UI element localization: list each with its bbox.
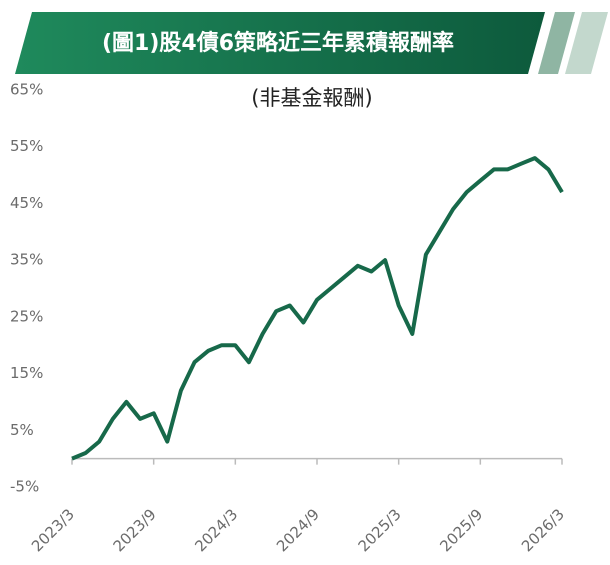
x-tick-label: 2025/9 [436,505,486,555]
y-tick-label: 25% [10,307,43,325]
x-tick-label: 2023/3 [28,505,78,555]
y-tick-label: 45% [10,194,43,212]
banner-stripe [565,12,608,74]
y-tick-label: 15% [10,364,43,382]
x-tick-label: 2025/3 [355,505,405,555]
x-tick-label: 2024/3 [191,505,241,555]
data-line [71,156,564,461]
y-tick-label: 5% [10,421,34,439]
chart-subtitle: (非基金報酬) [251,86,372,110]
x-tick-label: 2024/9 [273,505,323,555]
y-tick-label: -5% [10,478,39,496]
y-tick-label: 55% [10,137,43,155]
y-tick-label: 35% [10,251,43,269]
chart-title: (圖1)股4債6策略近三年累積報酬率 [102,30,454,56]
y-tick-label: 65% [10,81,43,99]
x-tick-label: 2023/9 [110,505,160,555]
title-banner [15,12,545,74]
banner-stripe [538,12,575,74]
x-tick-label: 2026/3 [518,505,568,555]
